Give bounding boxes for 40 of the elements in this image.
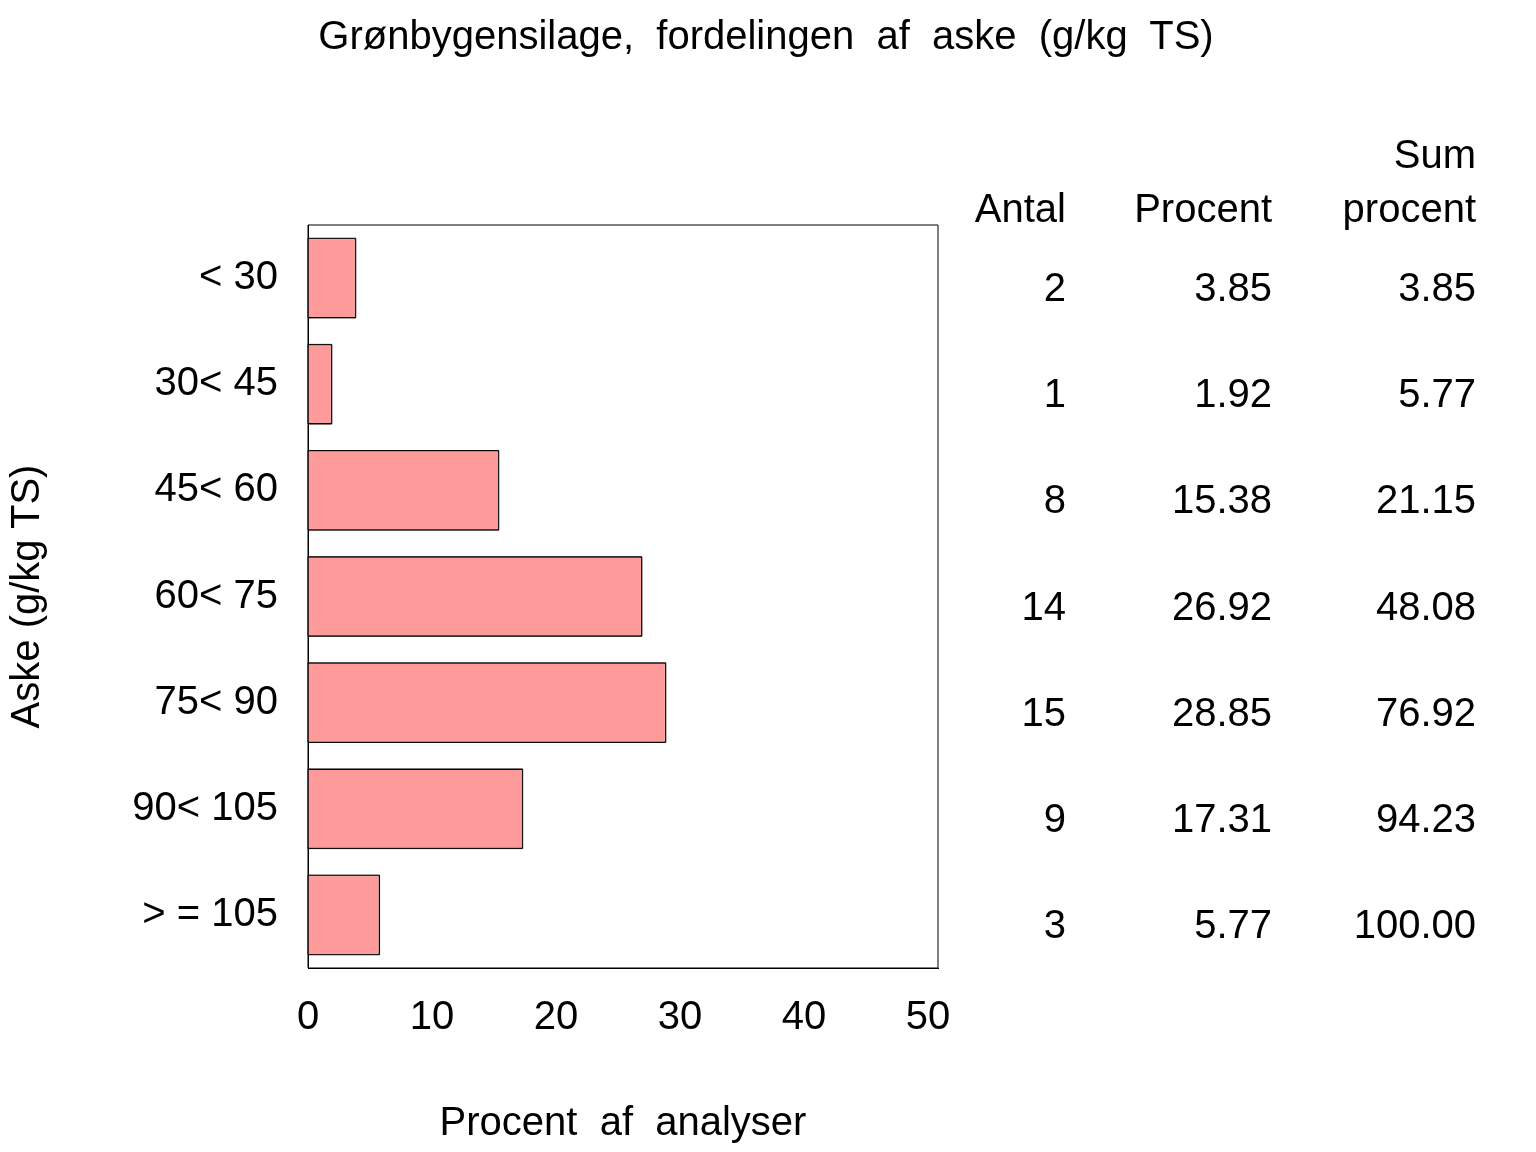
data-label: 17.31: [1171, 795, 1272, 840]
text: 100.00: [1353, 901, 1476, 946]
text: 76.92: [1375, 689, 1476, 734]
text: 1: [1043, 371, 1066, 416]
data-label: 26.92: [1171, 583, 1272, 628]
text: 21.15: [1375, 477, 1476, 522]
text: 9: [1043, 795, 1066, 840]
text: 2: [1043, 265, 1066, 310]
x-tick-label: 40: [781, 993, 827, 1038]
data-label: 15.38: [1171, 477, 1272, 522]
chart-title: Grønbygensilage, fordelingen af aske (g/kg TS): [318, 13, 1214, 58]
x-tick-label: 20: [533, 993, 579, 1038]
data-label: 5.77: [1194, 901, 1272, 946]
y-tick-label: < 30: [199, 253, 278, 298]
data-label: 3.85: [1194, 265, 1272, 310]
text: Antal: [974, 186, 1066, 231]
y-tick-label: > = 105: [142, 889, 278, 934]
text: 14: [1021, 583, 1066, 628]
text: 94.23: [1375, 795, 1476, 840]
text: Procent: [1134, 186, 1272, 231]
y-tick-label: 45< 60: [154, 465, 278, 510]
text: 3.85: [1398, 265, 1476, 310]
x-axis-title: Procent af analyser: [439, 1099, 807, 1144]
text: 15: [1021, 689, 1066, 734]
text: 8: [1043, 477, 1066, 522]
y-tick-label: 30< 45: [154, 359, 278, 404]
x-tick-label: 30: [657, 993, 703, 1038]
text: 5.77: [1398, 371, 1476, 416]
y-axis-title: Aske (g/kg TS): [3, 464, 48, 729]
y-tick-label: 60< 75: [154, 571, 278, 616]
data-label: 1.92: [1194, 371, 1272, 416]
text: 48.08: [1375, 583, 1476, 628]
y-tick-label: 90< 105: [132, 783, 278, 828]
x-tick-label: 10: [409, 993, 455, 1038]
text: Sum procent: [1342, 132, 1476, 231]
y-tick-label: 75< 90: [154, 677, 278, 722]
x-tick-label: 0: [296, 993, 320, 1038]
text: 3: [1043, 901, 1066, 946]
data-label: 28.85: [1171, 689, 1272, 734]
x-tick-label: 50: [905, 993, 951, 1038]
